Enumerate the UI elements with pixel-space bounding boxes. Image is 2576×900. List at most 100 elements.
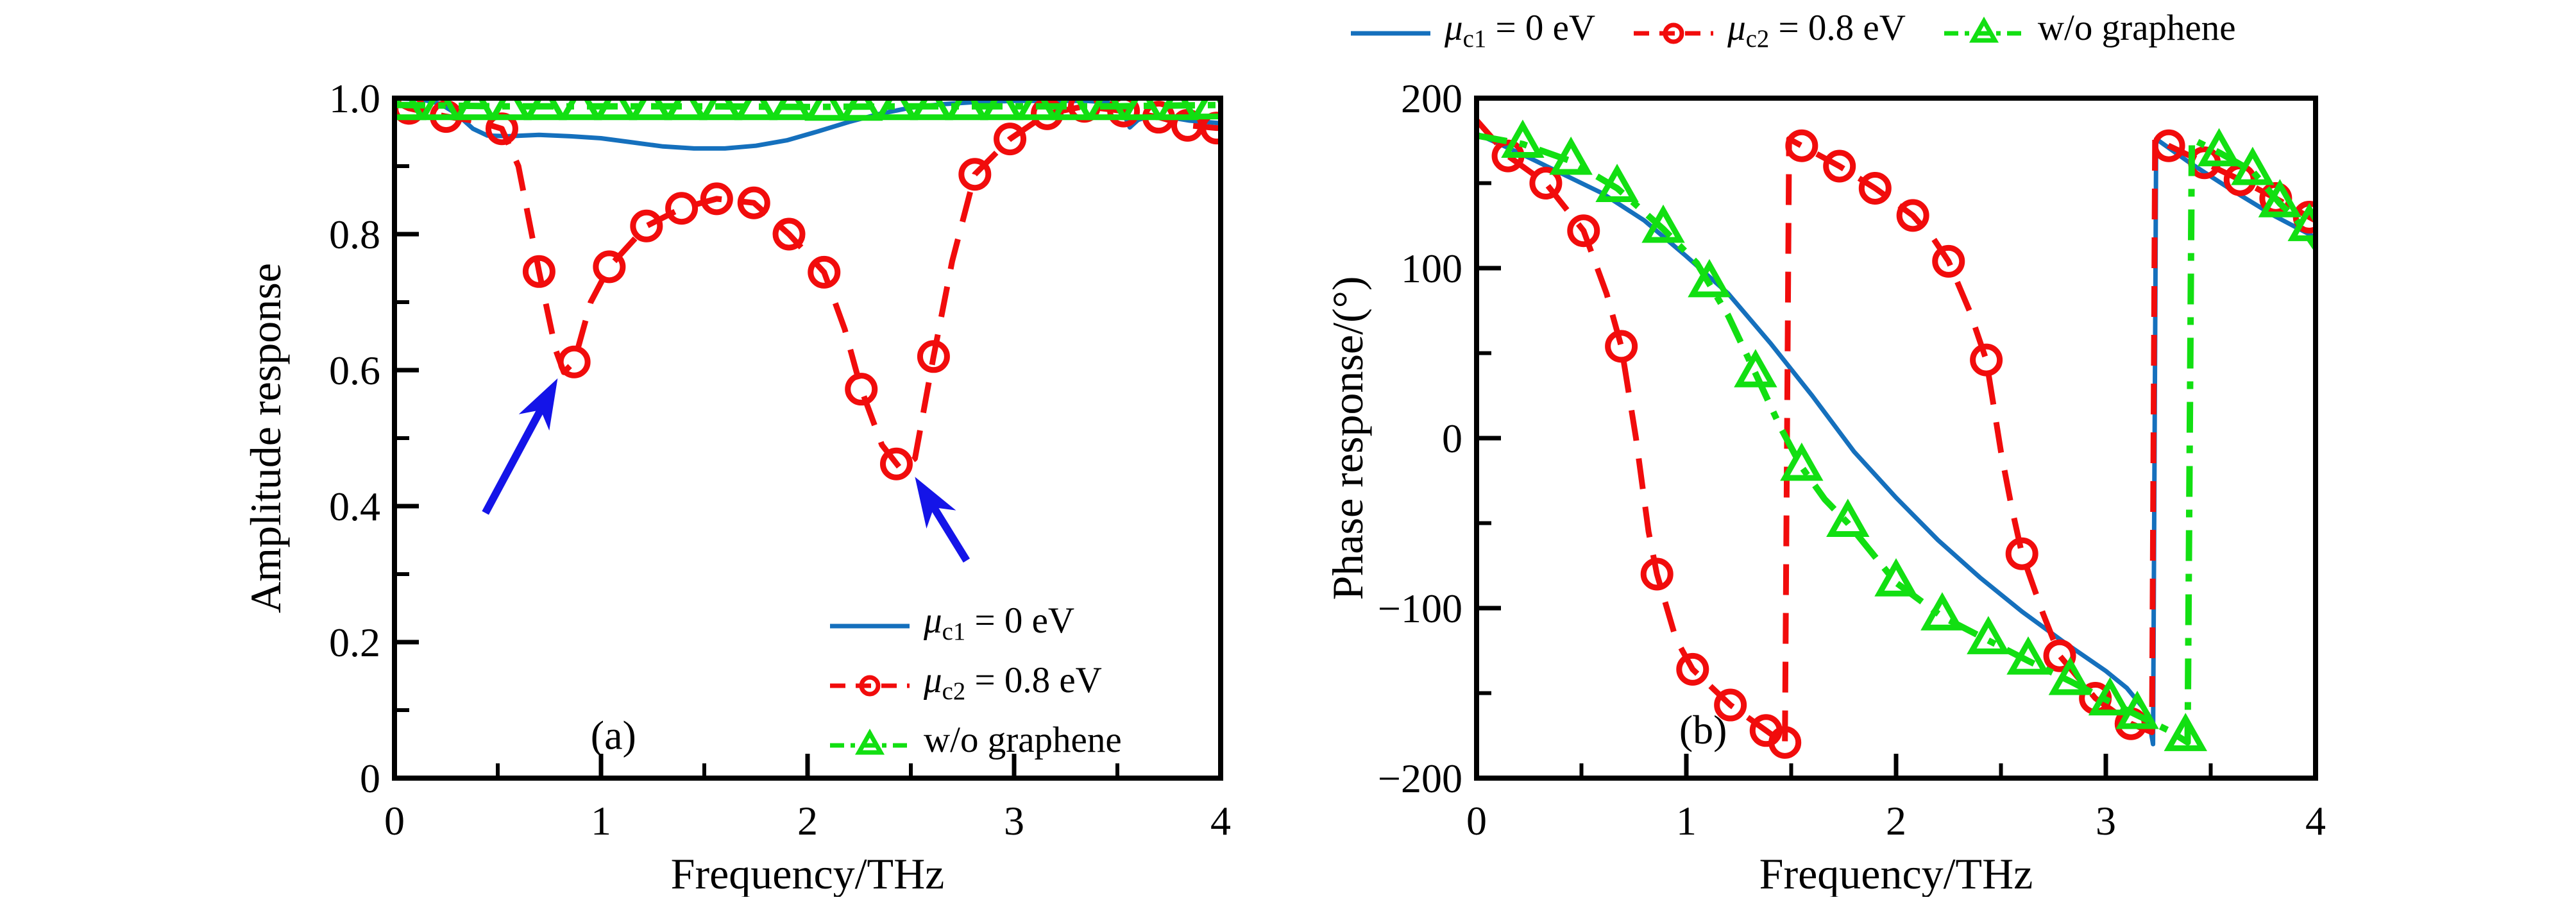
legend-sample-blue-line: [1350, 14, 1432, 53]
marker-circle-red_series: [1823, 149, 1856, 183]
marker-circle-red_series: [1714, 688, 1747, 722]
marker-triangle-green_series: [1734, 349, 1777, 387]
legend-sample-green-dashdot-triangle: [829, 726, 911, 765]
marker-triangle-green_series: [593, 98, 638, 121]
legend-label-text: w/o graphene: [924, 719, 1122, 760]
legend-label-mu-c1: μc1 = 0 eV: [1445, 9, 1595, 58]
marker-circle-red_series: [1932, 244, 1965, 278]
marker-circle-red_series: [1858, 171, 1892, 205]
y-tick-label: 200: [1401, 76, 1462, 121]
x-tick-label: 4: [2305, 798, 2326, 844]
marker-circle-red_series: [737, 186, 770, 219]
marker-circle-red_series: [2005, 537, 2038, 570]
x-tick-label: 1: [591, 798, 611, 844]
legend-label-wo-graphene: w/o graphene: [924, 719, 1122, 770]
marker-circle-red_series: [630, 209, 663, 242]
marker-triangle-green_series: [1085, 98, 1129, 121]
marker-triangle-green_series: [840, 98, 883, 121]
marker-circle-red_series: [1970, 343, 2003, 377]
legend-sample-red-dashed-circle: [1632, 14, 1715, 53]
legend-item-wo-graphene: w/o graphene: [1943, 9, 2236, 58]
y-tick-label: 0: [360, 756, 380, 801]
series-line-blue_series: [1477, 132, 2316, 747]
y-tick-label: −200: [1378, 756, 1462, 801]
annotation-arrow-shaft: [925, 497, 970, 563]
marker-triangle-green_series: [664, 98, 708, 121]
y-tick-label: 0.2: [329, 620, 380, 665]
marker-triangle-green_series: [418, 98, 462, 121]
x-tick-label: 0: [1466, 798, 1487, 844]
legend-panel-b: μc1 = 0 eV μc2 = 0.8 eV w/o graphene: [1350, 9, 2236, 58]
marker-circle-red_series: [522, 255, 555, 288]
marker-circle-red_series: [700, 182, 733, 216]
mu-symbol: μ: [1445, 8, 1463, 48]
marker-circle-red_series: [1567, 214, 1600, 248]
x-tick-label: 3: [2096, 798, 2116, 844]
mu-symbol: μ: [924, 600, 942, 641]
legend-item-wo-graphene: w/o graphene: [829, 719, 1122, 770]
x-axis-title: Frequency/THz: [671, 849, 945, 897]
marker-triangle-green_series: [2231, 146, 2275, 185]
marker-triangle-green_series: [488, 98, 532, 121]
y-axis-title: Phase response/(°): [1323, 276, 1372, 600]
panel-tag: (b): [1679, 707, 1727, 752]
marker-circle-red_series: [1529, 167, 1563, 200]
x-tick-label: 3: [1004, 798, 1024, 844]
y-tick-label: 0.8: [329, 212, 380, 257]
x-tick-label: 2: [797, 798, 818, 844]
legend-sample-circle-marker: [859, 675, 881, 697]
panel-a: 0 1 2 3 4 0 0.2 0.4 0.6 0.8 1.0 Frequency/THz Amplit…: [241, 76, 1231, 898]
legend-label-text: = 0 eV: [965, 600, 1075, 641]
marker-circle-red_series: [1640, 557, 1674, 591]
marker-triangle-green_series: [1595, 164, 1639, 202]
marker-circle-red_series: [845, 373, 878, 406]
marker-triangle-green_series: [1549, 136, 1593, 175]
mu-symbol: μ: [1727, 8, 1746, 48]
legend-label-wo-graphene: w/o graphene: [2038, 9, 2236, 58]
marker-triangle-green_series: [1967, 616, 2010, 654]
legend-label-mu-c2: μc2 = 0.8 eV: [1727, 9, 1906, 58]
legend-label-text: w/o graphene: [2037, 8, 2236, 48]
x-tick-label: 2: [1886, 798, 1906, 844]
marker-triangle-green_series: [1050, 98, 1094, 121]
marker-circle-red_series: [557, 345, 591, 378]
legend-label-text: = 0.8 eV: [1769, 8, 1906, 48]
marker-circle-red_series: [1605, 330, 1638, 363]
marker-triangle-green_series: [1920, 592, 1964, 631]
legend-sample-glyph: [830, 624, 910, 629]
marker-circle-red_series: [879, 447, 913, 480]
marker-triangle-green_series: [804, 98, 848, 121]
y-tick-label: 100: [1401, 246, 1462, 291]
legend-item-mu-c2: μc2 = 0.8 eV: [1632, 9, 1906, 58]
marker-triangle-green_series: [945, 98, 988, 121]
marker-triangle-green_series: [2048, 656, 2092, 695]
marker-triangle-green_series: [1501, 119, 1545, 158]
legend-sample-triangle-marker: [1969, 17, 1999, 43]
marker-circle-red_series: [994, 123, 1027, 156]
y-tick-label: 0.6: [329, 348, 380, 393]
legend-sample-glyph: [830, 729, 910, 755]
legend-sample-glyph: [830, 675, 910, 697]
mu-subscript: c2: [1745, 24, 1770, 53]
marker-triangle-green_series: [2287, 203, 2316, 241]
legend-panel-a: μc1 = 0 eV μc2 = 0.8 eV w/o graphene: [829, 602, 1122, 770]
marker-triangle-green_series: [699, 98, 743, 121]
marker-circle-red_series: [917, 340, 950, 373]
marker-triangle-green_series: [874, 98, 919, 121]
marker-triangle-green_series: [1120, 98, 1164, 121]
legend-sample-glyph: [1944, 17, 2024, 43]
marker-circle-red_series: [1768, 726, 1802, 759]
annotation-arrow-head: [518, 378, 558, 431]
mu-subscript: c1: [942, 617, 966, 645]
marker-circle-red_series: [1676, 652, 1709, 686]
marker-triangle-green_series: [734, 98, 778, 121]
marker-triangle-green_series: [629, 98, 672, 121]
legend-label-mu-c2: μc2 = 0.8 eV: [924, 661, 1102, 711]
series-line-green_series: [1477, 132, 2316, 746]
series-line-red_series: [394, 99, 1221, 472]
marker-circle-red_series: [808, 255, 841, 289]
legend-sample-green-dashdot-triangle: [1943, 14, 2025, 53]
legend-label-mu-c1: μc1 = 0 eV: [924, 602, 1074, 651]
marker-circle-red_series: [772, 217, 806, 251]
